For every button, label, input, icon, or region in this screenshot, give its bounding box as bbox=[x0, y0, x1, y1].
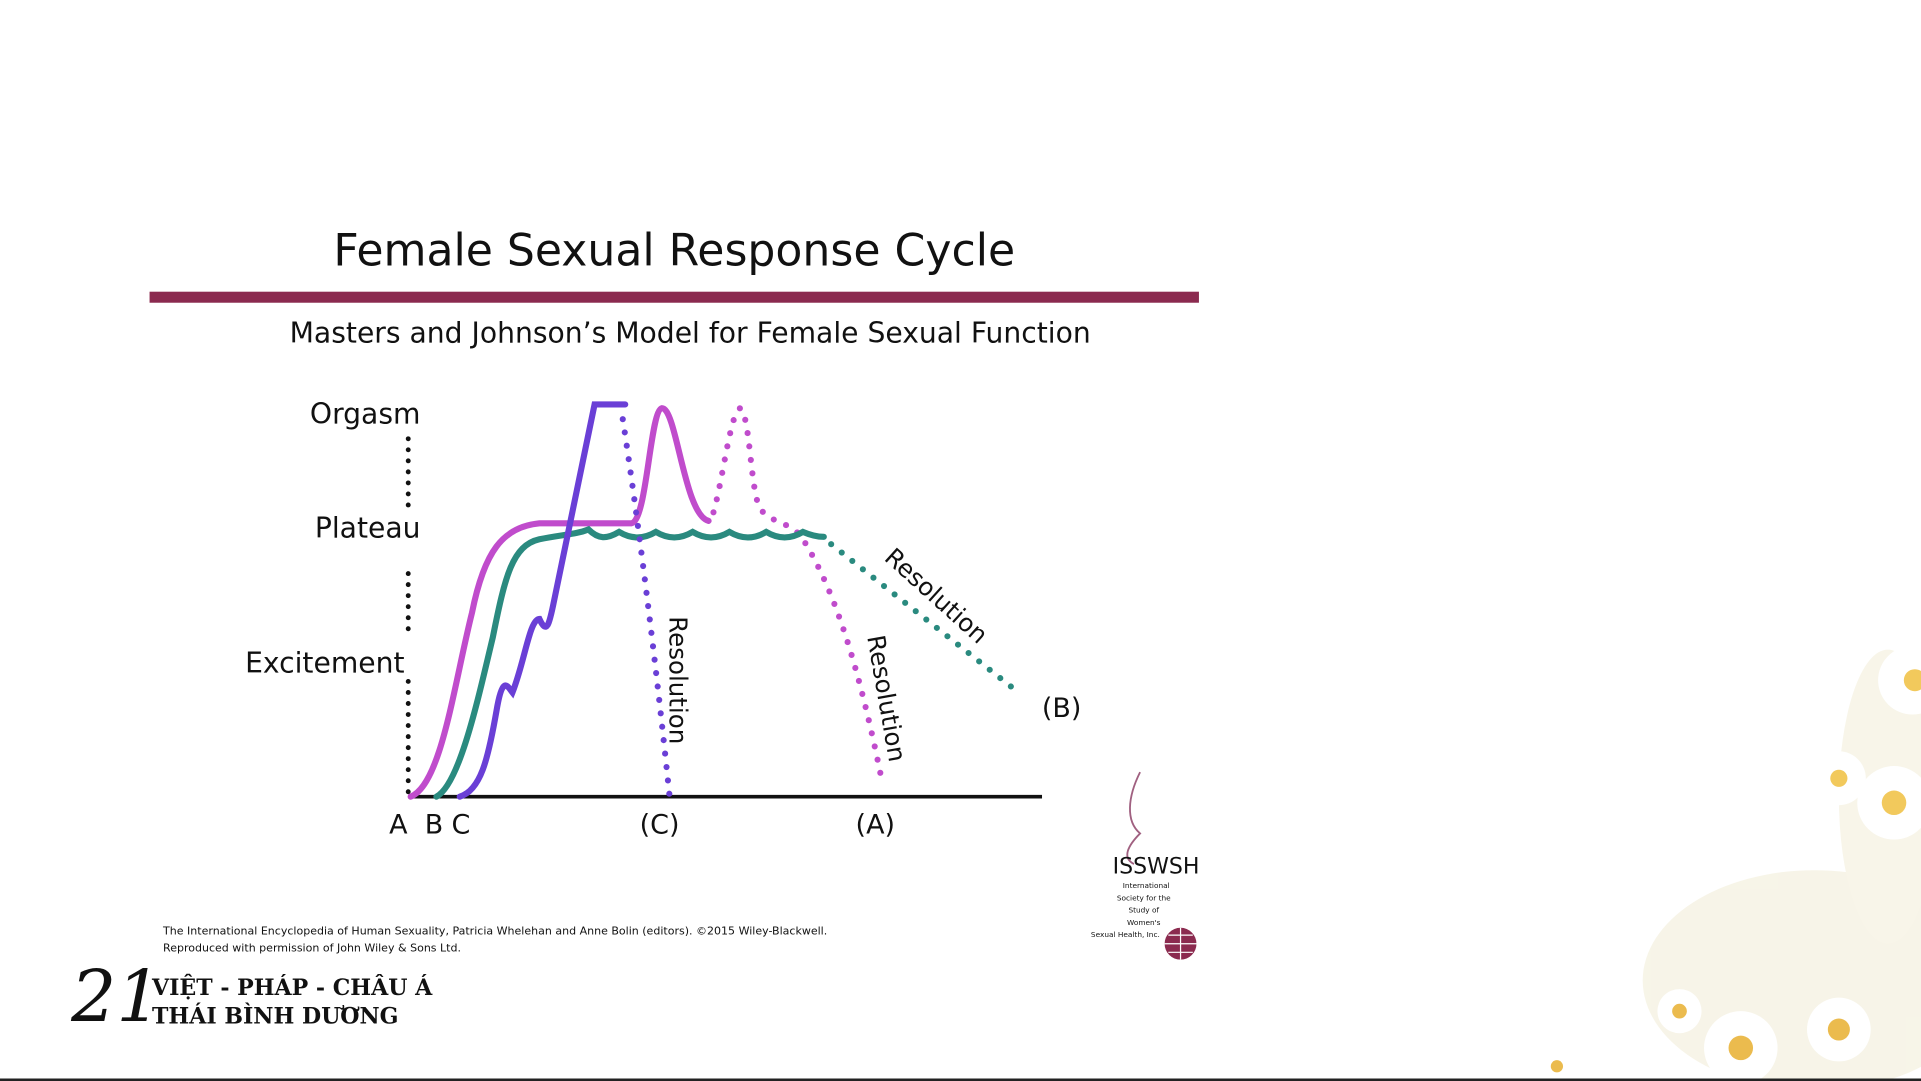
curve-a-dotted bbox=[710, 404, 886, 788]
end-label: (C) bbox=[640, 810, 680, 841]
phase-label: Orgasm bbox=[310, 397, 421, 430]
logo-name: ISSWSH bbox=[1113, 855, 1200, 880]
slide-title: Female Sexual Response Cycle bbox=[333, 226, 1015, 277]
curve-c-dotted bbox=[619, 416, 673, 798]
slide-subtitle: Masters and Johnson’s Model for Female S… bbox=[290, 317, 1091, 350]
curve-a bbox=[407, 405, 712, 800]
logo-text: THÁI BÌNH DƯƠNG bbox=[152, 1002, 398, 1029]
start-label: C bbox=[452, 810, 471, 841]
resolution-label: Resolution bbox=[861, 633, 912, 764]
logo-text: Society for the bbox=[1117, 893, 1171, 902]
logo-number: 21 bbox=[70, 955, 161, 1038]
logo-text: Women's bbox=[1127, 918, 1161, 927]
footer-logo: 21 VIỆT - PHÁP - CHÂU Á THÁI BÌNH DƯƠNG bbox=[70, 955, 433, 1038]
logo-text: International bbox=[1123, 881, 1170, 890]
title-bar bbox=[149, 291, 1199, 303]
phase-label: Plateau bbox=[315, 511, 421, 544]
start-label: B bbox=[425, 810, 444, 841]
phase-label: Excitement bbox=[245, 646, 404, 679]
isswsh-logo: ISSWSH International Society for the Stu… bbox=[1091, 771, 1200, 960]
logo-text: VIỆT - PHÁP - CHÂU Á bbox=[151, 974, 433, 1001]
end-label: (A) bbox=[856, 810, 895, 841]
flower-decoration bbox=[1537, 645, 1921, 1081]
curve-b-dotted bbox=[828, 541, 1024, 697]
end-label: (B) bbox=[1042, 693, 1082, 724]
logo-text: Study of bbox=[1128, 906, 1159, 915]
citation: Reproduced with permission of John Wiley… bbox=[163, 942, 461, 955]
start-label: A bbox=[389, 810, 408, 841]
logo-text: Sexual Health, Inc. bbox=[1091, 930, 1160, 939]
citation: The International Encyclopedia of Human … bbox=[162, 924, 827, 937]
resolution-label: Resolution bbox=[664, 616, 693, 744]
curve-b bbox=[433, 525, 827, 800]
curve-c bbox=[456, 401, 629, 800]
